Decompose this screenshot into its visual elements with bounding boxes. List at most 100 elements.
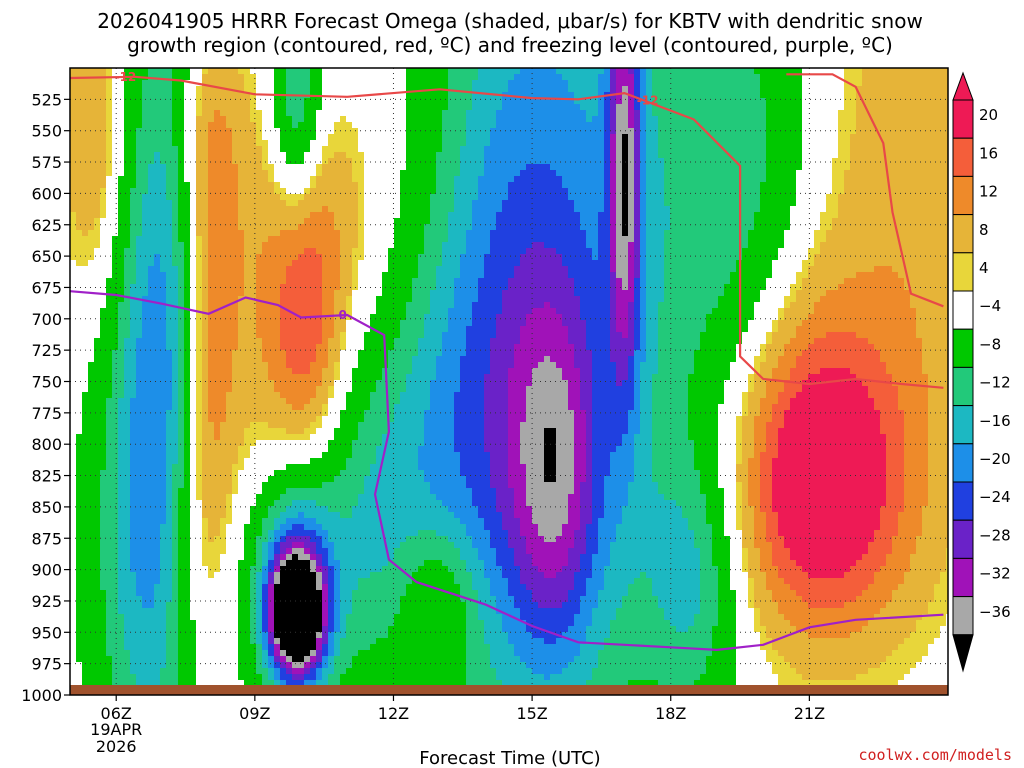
omega-cell [508, 146, 514, 152]
omega-cell [622, 74, 628, 80]
omega-cell [706, 218, 712, 224]
omega-cell [340, 302, 346, 308]
omega-cell [244, 80, 250, 86]
omega-cell [574, 134, 580, 140]
omega-cell [196, 290, 202, 296]
omega-cell [424, 206, 430, 212]
omega-cell [148, 200, 154, 206]
omega-cell [226, 152, 232, 158]
omega-cell [70, 68, 76, 74]
omega-cell [532, 152, 538, 158]
omega-cell [616, 290, 622, 296]
omega-cell [262, 254, 268, 260]
omega-cell [844, 278, 850, 284]
omega-cell [622, 80, 628, 86]
omega-cell [652, 152, 658, 158]
omega-cell [346, 260, 352, 266]
omega-cell [358, 248, 364, 254]
omega-cell [838, 260, 844, 266]
omega-cell [760, 242, 766, 248]
omega-cell [598, 230, 604, 236]
omega-cell [388, 272, 394, 278]
omega-cell [142, 104, 148, 110]
omega-cell [166, 140, 172, 146]
omega-cell [304, 128, 310, 134]
omega-cell [658, 146, 664, 152]
omega-cell [934, 74, 940, 80]
omega-cell [592, 260, 598, 266]
omega-cell [664, 224, 670, 230]
omega-cell [586, 74, 592, 80]
omega-cell [412, 146, 418, 152]
omega-cell [202, 236, 208, 242]
omega-cell [580, 158, 586, 164]
omega-cell [322, 194, 328, 200]
omega-cell [574, 152, 580, 158]
omega-cell [934, 80, 940, 86]
omega-cell [604, 290, 610, 296]
omega-cell [124, 128, 130, 134]
omega-cell [430, 200, 436, 206]
omega-cell [334, 242, 340, 248]
omega-cell [424, 242, 430, 248]
omega-cell [814, 236, 820, 242]
omega-cell [88, 158, 94, 164]
omega-cell [310, 128, 316, 134]
omega-cell [214, 86, 220, 92]
omega-cell [886, 230, 892, 236]
omega-cell [538, 254, 544, 260]
omega-cell [538, 188, 544, 194]
omega-cell [454, 182, 460, 188]
omega-cell [184, 254, 190, 260]
omega-cell [172, 290, 178, 296]
omega-cell [892, 146, 898, 152]
omega-cell [118, 236, 124, 242]
omega-cell [922, 278, 928, 284]
omega-cell [400, 206, 406, 212]
omega-cell [916, 296, 922, 302]
omega-cell [922, 254, 928, 260]
omega-cell [910, 218, 916, 224]
omega-cell [592, 164, 598, 170]
omega-cell [496, 248, 502, 254]
omega-cell [160, 284, 166, 290]
omega-cell [844, 236, 850, 242]
omega-cell [544, 284, 550, 290]
omega-cell [916, 170, 922, 176]
omega-cell [424, 80, 430, 86]
omega-cell [634, 260, 640, 266]
omega-cell [598, 242, 604, 248]
omega-cell [604, 140, 610, 146]
omega-cell [622, 68, 628, 74]
omega-cell [256, 254, 262, 260]
omega-cell [754, 242, 760, 248]
omega-cell [622, 254, 628, 260]
omega-cell [460, 86, 466, 92]
omega-cell [484, 146, 490, 152]
omega-cell [760, 68, 766, 74]
omega-cell [814, 254, 820, 260]
omega-cell [430, 140, 436, 146]
omega-cell [154, 260, 160, 266]
omega-cell [898, 212, 904, 218]
omega-cell [880, 242, 886, 248]
omega-cell [694, 128, 700, 134]
omega-cell [838, 272, 844, 278]
omega-cell [832, 236, 838, 242]
omega-cell [790, 110, 796, 116]
omega-cell [886, 80, 892, 86]
omega-cell [556, 188, 562, 194]
omega-cell [148, 146, 154, 152]
omega-cell [214, 140, 220, 146]
omega-cell [520, 284, 526, 290]
omega-cell [856, 170, 862, 176]
omega-cell [406, 86, 412, 92]
omega-cell [244, 68, 250, 74]
omega-cell [574, 116, 580, 122]
omega-cell [436, 242, 442, 248]
omega-cell [658, 272, 664, 278]
omega-cell [394, 248, 400, 254]
omega-cell [484, 272, 490, 278]
omega-cell [208, 212, 214, 218]
omega-cell [148, 206, 154, 212]
